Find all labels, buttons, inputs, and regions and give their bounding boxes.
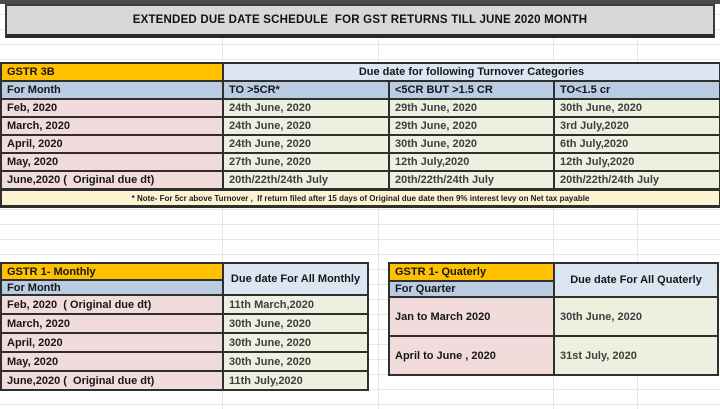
due-date-cell: 24th June, 2020 [224, 118, 390, 136]
table-row: April, 2020 24th June, 2020 30th June, 2… [2, 136, 720, 154]
due-date-cell: 20th/22th/24th July [224, 172, 390, 190]
due-date-cell: 20th/22th/24th July [390, 172, 555, 190]
table-row: June,2020 ( Original due dt) 20th/22th/2… [2, 172, 720, 190]
month-cell: June,2020 ( Original due dt) [2, 372, 224, 391]
column-header-below-1-5cr: TO<1.5 cr [555, 82, 720, 100]
window-top-edge [0, 0, 720, 4]
due-date-cell: 29th June, 2020 [390, 118, 555, 136]
due-date-cell: 30th June, 2020 [390, 136, 555, 154]
month-cell: April, 2020 [2, 136, 224, 154]
table-row: Jan to March 2020 30th June, 2020 [390, 298, 719, 337]
month-cell: June,2020 ( Original due dt) [2, 172, 224, 190]
gstr3b-table: GSTR 3B Due date for following Turnover … [0, 62, 720, 208]
for-month-header: For Month [2, 82, 224, 100]
due-date-cell: 12th July,2020 [555, 154, 720, 172]
due-date-cell: 6th July,2020 [555, 136, 720, 154]
table-row: For Month [2, 281, 369, 296]
due-date-cell: 24th June, 2020 [224, 100, 390, 118]
quarter-cell: Jan to March 2020 [390, 298, 555, 337]
table-row: GSTR 3B Due date for following Turnover … [2, 64, 720, 82]
month-cell: May, 2020 [2, 353, 224, 372]
quarterly-due-header: Due date For All Quaterly [555, 264, 719, 298]
gstr1-quarterly-table: GSTR 1- Quaterly Due date For All Quater… [388, 262, 719, 376]
column-header-to-5cr: TO >5CR* [224, 82, 390, 100]
table-row: May, 2020 30th June, 2020 [2, 353, 369, 372]
table-row: Feb, 2020 24th June, 2020 29th June, 202… [2, 100, 720, 118]
column-header-5cr-1-5cr: <5CR BUT >1.5 CR [390, 82, 555, 100]
due-date-cell: 29th June, 2020 [390, 100, 555, 118]
month-cell: March, 2020 [2, 315, 224, 334]
due-date-cell: 11th July,2020 [224, 372, 369, 391]
table-row: For Month TO >5CR* <5CR BUT >1.5 CR TO<1… [2, 82, 720, 100]
quarter-cell: April to June , 2020 [390, 337, 555, 376]
month-cell: Feb, 2020 ( Original due dt) [2, 296, 224, 315]
table-row: * Note- For 5cr above Turnover , If retu… [2, 190, 720, 208]
due-date-cell: 30th June, 2020 [224, 315, 369, 334]
due-date-cell: 3rd July,2020 [555, 118, 720, 136]
page-title: EXTENDED DUE DATE SCHEDULE FOR GST RETUR… [5, 4, 715, 38]
table-row: March, 2020 24th June, 2020 29th June, 2… [2, 118, 720, 136]
due-date-cell: 30th June, 2020 [555, 100, 720, 118]
for-quarter-header: For Quarter [390, 282, 555, 298]
table-row: June,2020 ( Original due dt) 11th July,2… [2, 372, 369, 391]
due-date-cell: 30th June, 2020 [555, 298, 719, 337]
gstr3b-corner-label: GSTR 3B [2, 64, 224, 82]
due-date-cell: 27th June, 2020 [224, 154, 390, 172]
interest-levy-note: * Note- For 5cr above Turnover , If retu… [2, 190, 720, 208]
gstr1-monthly-corner-label: GSTR 1- Monthly [2, 264, 224, 281]
due-date-cell: 11th March,2020 [224, 296, 369, 315]
table-row: April, 2020 30th June, 2020 [2, 334, 369, 353]
table-row: Feb, 2020 ( Original due dt) 11th March,… [2, 296, 369, 315]
table-row: GSTR 1- Monthly Due date For All Monthly [2, 264, 369, 296]
month-cell: April, 2020 [2, 334, 224, 353]
table-row: April to June , 2020 31st July, 2020 [390, 337, 719, 376]
for-month-header: For Month [2, 281, 224, 296]
due-date-cell: 20th/22th/24th July [555, 172, 720, 190]
gstr1-quarterly-corner-label: GSTR 1- Quaterly [390, 264, 555, 282]
table-row: For Quarter [390, 282, 719, 298]
gstr1-monthly-table: GSTR 1- Monthly Due date For All Monthly… [0, 262, 369, 391]
due-date-cell: 30th June, 2020 [224, 334, 369, 353]
due-date-cell: 24th June, 2020 [224, 136, 390, 154]
table-row: May, 2020 27th June, 2020 12th July,2020… [2, 154, 720, 172]
table-row: GSTR 1- Quaterly Due date For All Quater… [390, 264, 719, 298]
due-date-cell: 31st July, 2020 [555, 337, 719, 376]
turnover-categories-header: Due date for following Turnover Categori… [224, 64, 720, 82]
month-cell: May, 2020 [2, 154, 224, 172]
month-cell: March, 2020 [2, 118, 224, 136]
monthly-due-header: Due date For All Monthly [224, 264, 369, 296]
due-date-cell: 30th June, 2020 [224, 353, 369, 372]
due-date-cell: 12th July,2020 [390, 154, 555, 172]
month-cell: Feb, 2020 [2, 100, 224, 118]
table-row: March, 2020 30th June, 2020 [2, 315, 369, 334]
